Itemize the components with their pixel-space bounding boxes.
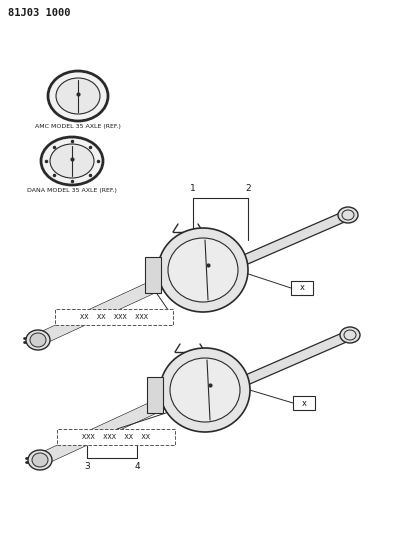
- Ellipse shape: [30, 333, 46, 347]
- FancyBboxPatch shape: [293, 396, 315, 410]
- FancyBboxPatch shape: [57, 429, 175, 445]
- Ellipse shape: [168, 238, 238, 302]
- Ellipse shape: [160, 348, 250, 432]
- Text: x: x: [301, 399, 307, 408]
- Ellipse shape: [50, 144, 94, 178]
- Ellipse shape: [56, 78, 100, 114]
- Text: 4: 4: [134, 462, 140, 471]
- Text: x: x: [299, 284, 305, 293]
- Text: 2: 2: [245, 184, 251, 193]
- Ellipse shape: [32, 453, 48, 467]
- Ellipse shape: [158, 228, 248, 312]
- Text: DANA MODEL 35 AXLE (REF.): DANA MODEL 35 AXLE (REF.): [27, 188, 117, 193]
- Ellipse shape: [26, 330, 50, 350]
- Text: 1: 1: [190, 184, 196, 193]
- FancyBboxPatch shape: [291, 281, 313, 295]
- Polygon shape: [233, 330, 352, 390]
- Polygon shape: [37, 394, 173, 465]
- Polygon shape: [231, 211, 350, 270]
- Polygon shape: [145, 257, 161, 293]
- Text: XX  XX  XXX  XXX: XX XX XXX XXX: [80, 314, 148, 320]
- Text: AMC MODEL 35 AXLE (REF.): AMC MODEL 35 AXLE (REF.): [35, 124, 121, 129]
- Ellipse shape: [170, 358, 240, 422]
- Ellipse shape: [338, 207, 358, 223]
- Polygon shape: [147, 377, 163, 413]
- Polygon shape: [35, 274, 171, 345]
- Ellipse shape: [340, 327, 360, 343]
- FancyBboxPatch shape: [55, 309, 173, 325]
- Ellipse shape: [41, 137, 103, 185]
- Ellipse shape: [48, 71, 108, 121]
- Text: 3: 3: [84, 462, 90, 471]
- Text: 81J03 1000: 81J03 1000: [8, 8, 70, 18]
- Ellipse shape: [28, 450, 52, 470]
- Text: XXX  XXX  XX  XX: XXX XXX XX XX: [82, 434, 150, 440]
